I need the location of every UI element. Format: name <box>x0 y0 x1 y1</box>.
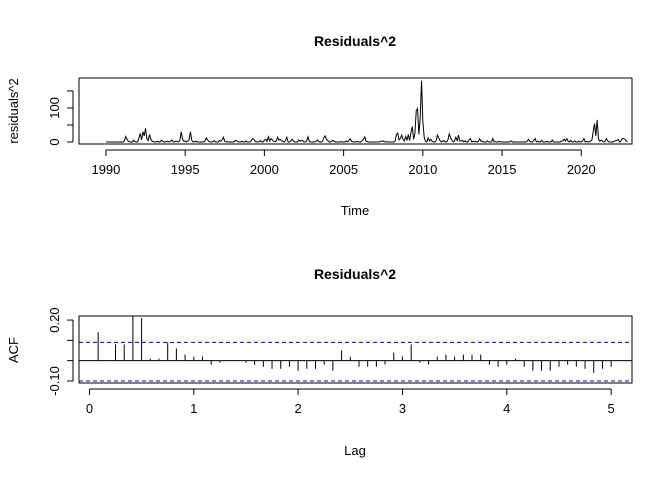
acf-x-tick-label: 3 <box>399 401 406 416</box>
acf-x-tick-label: 2 <box>294 401 301 416</box>
timeseries-y-tick-label: 100 <box>47 97 62 119</box>
acf-y-tick-label: -0.10 <box>47 366 62 396</box>
timeseries-x-tick-label: 2010 <box>408 162 437 177</box>
timeseries-xlabel: Time <box>341 203 369 218</box>
timeseries-ylabel: residuals^2 <box>6 78 21 143</box>
timeseries-x-tick-label: 1990 <box>91 162 120 177</box>
acf-x-tick-label: 1 <box>190 401 197 416</box>
timeseries-title: Residuals^2 <box>314 33 396 49</box>
timeseries-chart: Residuals^2 1990 1995 2000 2005 2010 2015 2020… <box>6 33 633 218</box>
timeseries-x-tick-label: 2015 <box>488 162 517 177</box>
timeseries-x-tick-label: 2000 <box>250 162 279 177</box>
timeseries-x-tick-label: 2005 <box>329 162 358 177</box>
acf-plot-frame <box>78 315 633 384</box>
acf-x-tick-label: 5 <box>608 401 615 416</box>
acf-x-axis: 0 1 2 3 4 5 <box>86 388 615 416</box>
acf-ylabel: ACF <box>6 337 21 363</box>
timeseries-y-tick-label: 0 <box>47 138 62 145</box>
acf-y-tick-label: 0.20 <box>47 307 62 332</box>
timeseries-x-tick-label: 1995 <box>171 162 200 177</box>
timeseries-plot-frame <box>78 77 633 145</box>
timeseries-x-tick-label: 2020 <box>567 162 596 177</box>
acf-x-tick-label: 0 <box>86 401 93 416</box>
acf-xlabel: Lag <box>344 443 366 458</box>
acf-x-tick-label: 4 <box>503 401 510 416</box>
timeseries-y-axis: 0 100 <box>47 90 74 146</box>
acf-title: Residuals^2 <box>314 266 396 282</box>
acf-chart: Residuals^2 0 1 2 3 4 5 -0.10 0.20 Lag ACF <box>6 266 633 458</box>
acf-bars <box>97 316 612 373</box>
timeseries-line <box>105 80 628 143</box>
acf-y-axis: -0.10 0.20 <box>47 307 74 396</box>
timeseries-x-axis: 1990 1995 2000 2005 2010 2015 2020 <box>91 149 596 177</box>
